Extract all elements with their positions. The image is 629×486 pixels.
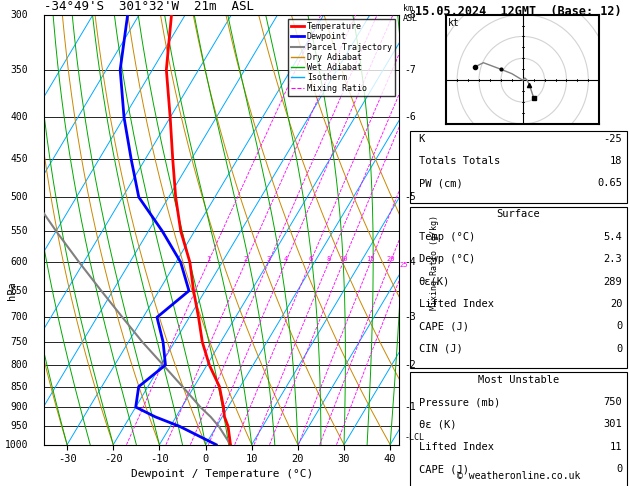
Text: 0: 0 bbox=[616, 344, 622, 354]
Text: Totals Totals: Totals Totals bbox=[419, 156, 500, 166]
Text: 0: 0 bbox=[616, 464, 622, 474]
Text: 300: 300 bbox=[11, 10, 28, 19]
Text: 400: 400 bbox=[11, 112, 28, 122]
Text: 750: 750 bbox=[604, 397, 622, 407]
Text: -2: -2 bbox=[404, 360, 416, 370]
Text: θε (K): θε (K) bbox=[419, 419, 456, 430]
Text: K: K bbox=[419, 134, 425, 144]
Text: 450: 450 bbox=[11, 155, 28, 164]
Text: PW (cm): PW (cm) bbox=[419, 178, 462, 189]
Text: Surface: Surface bbox=[496, 209, 540, 220]
Text: 950: 950 bbox=[11, 421, 28, 432]
Text: 500: 500 bbox=[11, 192, 28, 202]
Text: -3: -3 bbox=[404, 312, 416, 322]
Text: 4: 4 bbox=[284, 256, 287, 262]
Text: θε(K): θε(K) bbox=[419, 277, 450, 287]
Text: 20: 20 bbox=[610, 299, 622, 309]
Bar bbox=[410, 131, 626, 203]
Text: 1000: 1000 bbox=[4, 440, 28, 450]
Text: 0: 0 bbox=[616, 321, 622, 331]
Text: 600: 600 bbox=[11, 257, 28, 267]
Text: © weatheronline.co.uk: © weatheronline.co.uk bbox=[457, 471, 580, 481]
Text: -25: -25 bbox=[604, 134, 622, 144]
Text: hPa: hPa bbox=[7, 281, 17, 300]
Text: Pressure (mb): Pressure (mb) bbox=[419, 397, 500, 407]
Text: 2: 2 bbox=[243, 256, 248, 262]
Text: Most Unstable: Most Unstable bbox=[477, 375, 559, 385]
Text: Lifted Index: Lifted Index bbox=[419, 442, 494, 452]
Text: -7: -7 bbox=[404, 65, 416, 75]
Text: 900: 900 bbox=[11, 402, 28, 412]
Text: 8: 8 bbox=[326, 256, 331, 262]
Text: -6: -6 bbox=[404, 112, 416, 122]
Bar bbox=[410, 372, 626, 486]
Text: 550: 550 bbox=[11, 226, 28, 236]
Text: 15: 15 bbox=[366, 256, 375, 262]
Text: km
ASL: km ASL bbox=[403, 4, 418, 23]
Text: 650: 650 bbox=[11, 286, 28, 296]
Text: 2.3: 2.3 bbox=[604, 254, 622, 264]
Text: 350: 350 bbox=[11, 65, 28, 75]
X-axis label: Dewpoint / Temperature (°C): Dewpoint / Temperature (°C) bbox=[131, 469, 313, 479]
Text: 18: 18 bbox=[610, 156, 622, 166]
Text: 20: 20 bbox=[386, 256, 394, 262]
Text: -LCL: -LCL bbox=[404, 433, 425, 442]
Text: 10: 10 bbox=[339, 256, 347, 262]
Text: CAPE (J): CAPE (J) bbox=[419, 464, 469, 474]
Text: Lifted Index: Lifted Index bbox=[419, 299, 494, 309]
Text: 850: 850 bbox=[11, 382, 28, 392]
Text: Temp (°C): Temp (°C) bbox=[419, 232, 475, 242]
Text: 3: 3 bbox=[267, 256, 270, 262]
Text: 11: 11 bbox=[610, 442, 622, 452]
Text: Dewp (°C): Dewp (°C) bbox=[419, 254, 475, 264]
Text: 750: 750 bbox=[11, 337, 28, 347]
Bar bbox=[410, 207, 626, 368]
Text: 6: 6 bbox=[308, 256, 313, 262]
Legend: Temperature, Dewpoint, Parcel Trajectory, Dry Adiabat, Wet Adiabat, Isotherm, Mi: Temperature, Dewpoint, Parcel Trajectory… bbox=[287, 19, 395, 96]
Text: 25: 25 bbox=[399, 262, 408, 268]
Text: 15.05.2024  12GMT  (Base: 12): 15.05.2024 12GMT (Base: 12) bbox=[415, 5, 621, 18]
Text: CAPE (J): CAPE (J) bbox=[419, 321, 469, 331]
Text: 289: 289 bbox=[604, 277, 622, 287]
Text: 800: 800 bbox=[11, 360, 28, 370]
Text: -4: -4 bbox=[404, 257, 416, 267]
Text: 0.65: 0.65 bbox=[598, 178, 622, 189]
Text: 1: 1 bbox=[206, 256, 210, 262]
Text: -1: -1 bbox=[404, 402, 416, 412]
Text: -34°49'S  301°32'W  21m  ASL: -34°49'S 301°32'W 21m ASL bbox=[44, 0, 254, 14]
Text: Mixing Ratio (g/kg): Mixing Ratio (g/kg) bbox=[430, 215, 440, 310]
Text: -5: -5 bbox=[404, 192, 416, 202]
Text: 700: 700 bbox=[11, 312, 28, 322]
Text: -8: -8 bbox=[404, 10, 416, 19]
Text: 301: 301 bbox=[604, 419, 622, 430]
Text: 5.4: 5.4 bbox=[604, 232, 622, 242]
Text: CIN (J): CIN (J) bbox=[419, 344, 462, 354]
